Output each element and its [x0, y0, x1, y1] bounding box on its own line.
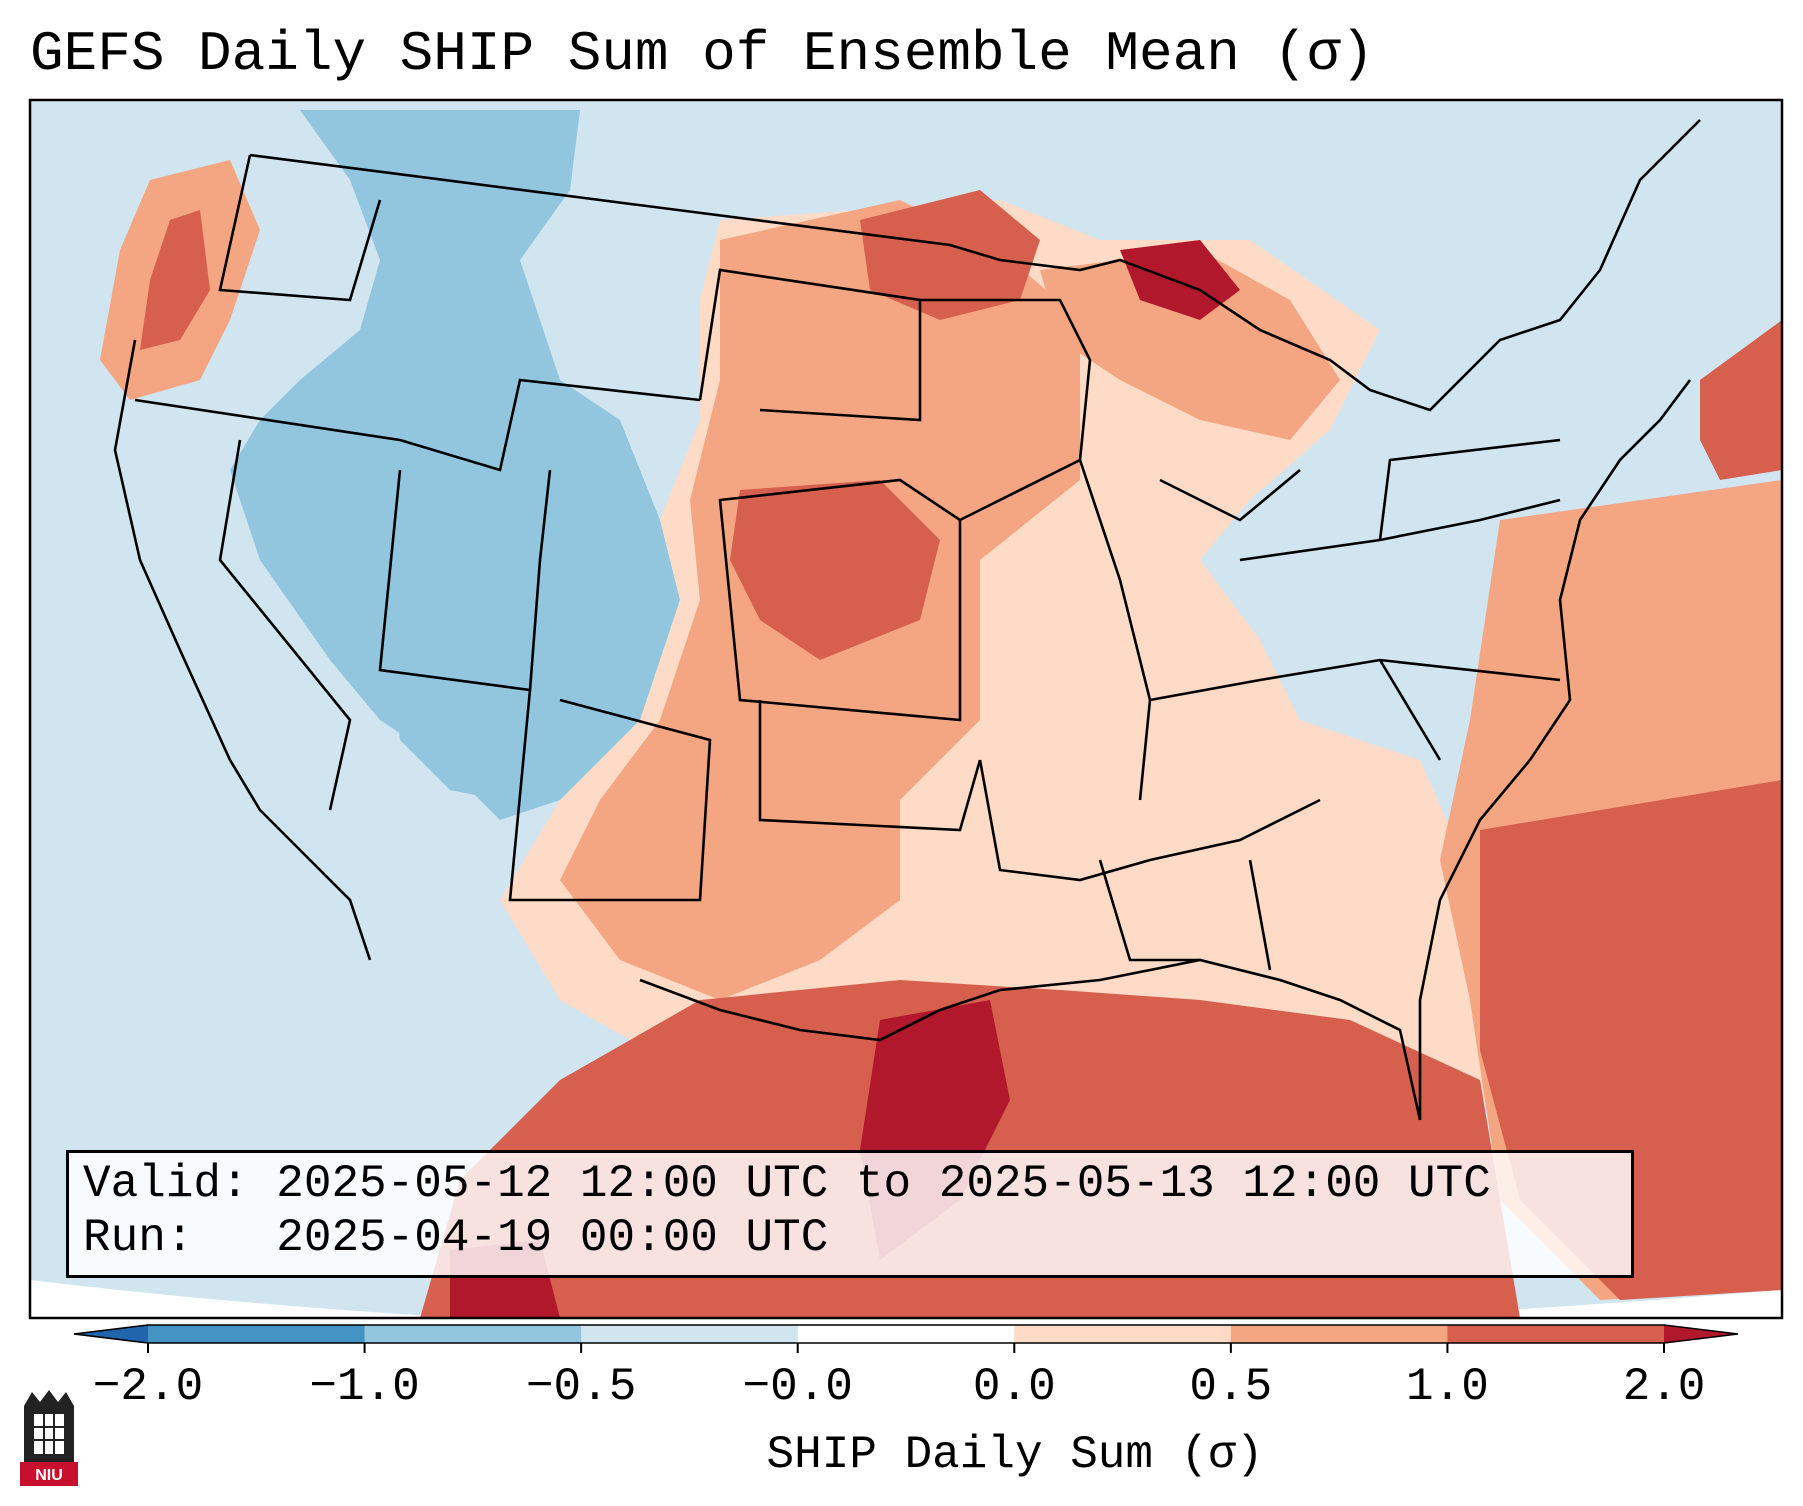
colorbar-tick-label: −2.0 [92, 1361, 204, 1413]
anomaly-kansas-strong [730, 480, 940, 660]
run-time-line: Run: 2025-04-19 00:00 UTC [83, 1212, 829, 1264]
colorbar-segment [1014, 1325, 1232, 1343]
colorbar-segment [1447, 1325, 1665, 1343]
colorbar-segment [148, 1325, 366, 1343]
niu-logo: NIU [20, 1390, 78, 1486]
colorbar-segment [581, 1325, 799, 1343]
colorbar-tick-label: 1.0 [1406, 1361, 1489, 1413]
colorbar-over-arrow [1664, 1325, 1738, 1343]
page-title: GEFS Daily SHIP Sum of Ensemble Mean (σ) [30, 22, 1375, 86]
colorbar-under-arrow [74, 1325, 148, 1343]
anomaly-pnw-core [140, 210, 210, 350]
anomaly-utah [390, 660, 520, 800]
colorbar-segment [1230, 1325, 1448, 1343]
colorbar-tick-label: 0.5 [1189, 1361, 1273, 1413]
colorbar-segment [797, 1325, 1015, 1343]
validity-info-box: Valid: 2025-05-12 12:00 UTC to 2025-05-1… [66, 1150, 1634, 1278]
niu-logo-graphic [20, 1390, 78, 1486]
colorbar-tick-label: −0.5 [525, 1361, 637, 1413]
anomaly-rockies [230, 110, 680, 820]
colorbar-segments [148, 1325, 1665, 1343]
colorbar-segment [364, 1325, 582, 1343]
colorbar-tick-label: −1.0 [309, 1361, 420, 1413]
boundaries [113, 119, 1701, 1121]
colorbar-label: SHIP Daily Sum (σ) [766, 1429, 1264, 1481]
colorbar-tick-label: 0.0 [972, 1361, 1056, 1413]
anomaly-great-lakes-medium [1040, 250, 1340, 440]
anomaly-superior-extreme [1120, 240, 1240, 320]
colorbar-tick-label: −0.0 [742, 1361, 853, 1413]
colorbar-ticks [147, 1343, 1665, 1353]
anomaly-ne-ocean [1700, 320, 1782, 480]
valid-time-line: Valid: 2025-05-12 12:00 UTC to 2025-05-1… [83, 1158, 1491, 1210]
niu-logo-text: NIU [35, 1467, 63, 1484]
colorbar-tick-label: 2.0 [1622, 1361, 1706, 1413]
map-frame [28, 98, 1784, 1320]
colorbar [73, 1324, 1739, 1353]
anomaly-north-strong [860, 190, 1040, 320]
